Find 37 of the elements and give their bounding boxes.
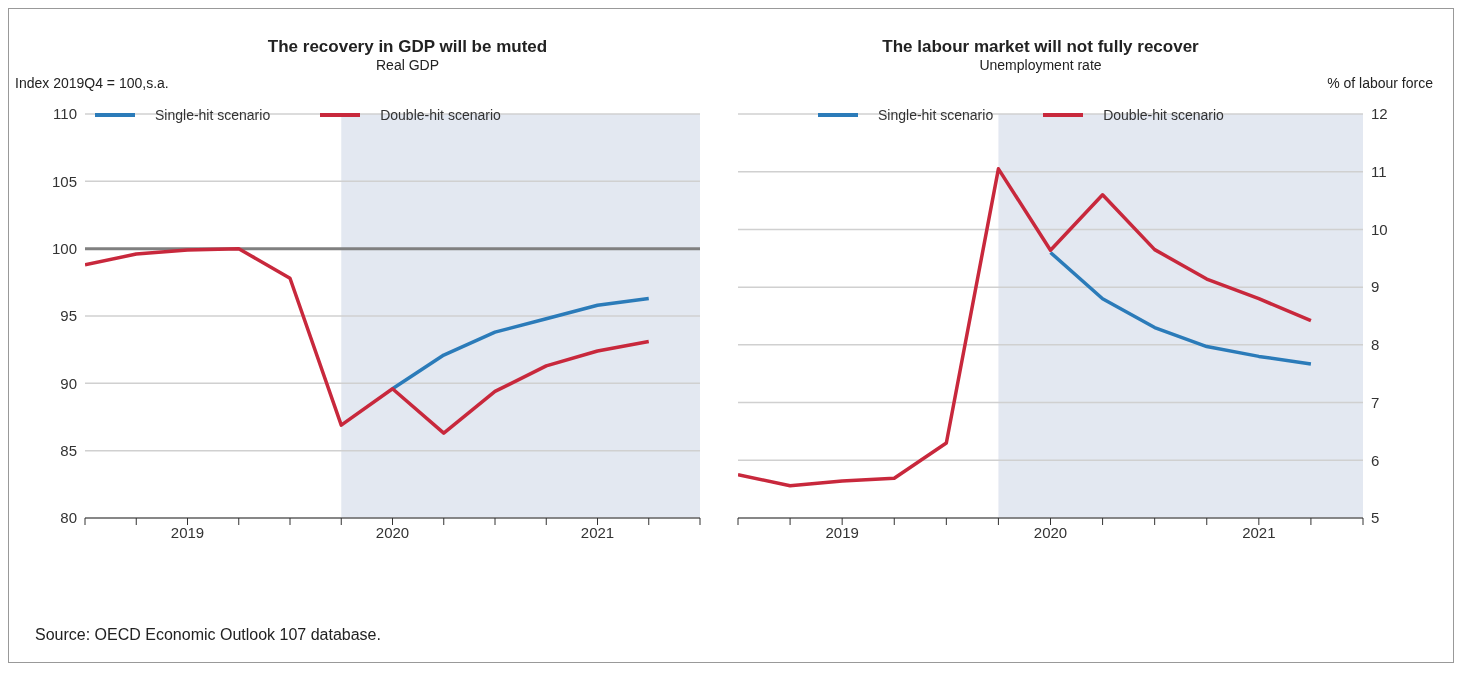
legend-label: Single-hit scenario xyxy=(155,107,271,123)
x-tick-label: 2021 xyxy=(580,523,615,541)
x-tick-label: 2019 xyxy=(825,523,859,541)
x-tick-label: 2019 xyxy=(170,523,205,541)
y2-tick-label: 8 xyxy=(1371,336,1380,354)
y-axis-title: Index 2019Q4 = 100,s.a. xyxy=(15,75,169,91)
line-series xyxy=(390,296,651,391)
y-tick-label: 80 xyxy=(60,509,77,527)
y-tick-label: 90 xyxy=(60,374,77,392)
y2-tick-label: 9 xyxy=(1371,278,1380,296)
y-tick-label: 85 xyxy=(60,441,77,459)
y-tick-label: 105 xyxy=(51,172,77,190)
y2-tick-label: 10 xyxy=(1371,220,1388,238)
line-series xyxy=(738,167,1313,488)
chart-subtitle: Real GDP xyxy=(375,57,440,73)
legend-label: Double-hit scenario xyxy=(380,107,501,123)
legend-label: Single-hit scenario xyxy=(878,107,994,123)
legend-label: Double-hit scenario xyxy=(1103,107,1224,123)
y2-tick-label: 11 xyxy=(1371,163,1387,181)
y2-tick-label: 12 xyxy=(1371,105,1388,123)
chart-title: The labour market will not fully recover xyxy=(881,37,1200,57)
y-tick-label: 110 xyxy=(53,105,77,123)
line-series xyxy=(85,246,651,435)
y-tick-label: 100 xyxy=(51,239,77,257)
panel-frame: The recovery in GDP will be muted Real GDP Index 2019Q4 = 100,s.a. Single-hit scenario Double-hit scenario 2019 2020 2021 80 85 90 95 100 105 110 The labour market will not fully recover Unemployment rate % of labour force Single-hit scenario Double-hit scenario 2019 2020 2021 5 6 7 8 9 10 11 12 Source: OECD Economic Outlook 107 database. xyxy=(8,8,1454,663)
y2-tick-label: 6 xyxy=(1371,451,1380,469)
x-tick-label: 2021 xyxy=(1242,523,1276,541)
y-tick-label: 95 xyxy=(60,307,77,325)
y2-tick-label: 5 xyxy=(1371,509,1380,527)
line-series xyxy=(1048,250,1313,366)
y2-axis-title: % of labour force xyxy=(1327,75,1433,91)
source-note: Source: OECD Economic Outlook 107 database. xyxy=(35,626,381,644)
chart-subtitle: Unemployment rate xyxy=(978,57,1103,73)
y2-tick-label: 7 xyxy=(1371,393,1380,411)
x-tick-label: 2020 xyxy=(1033,523,1068,541)
chart-title: The recovery in GDP will be muted xyxy=(266,37,549,57)
x-tick-label: 2020 xyxy=(375,523,410,541)
